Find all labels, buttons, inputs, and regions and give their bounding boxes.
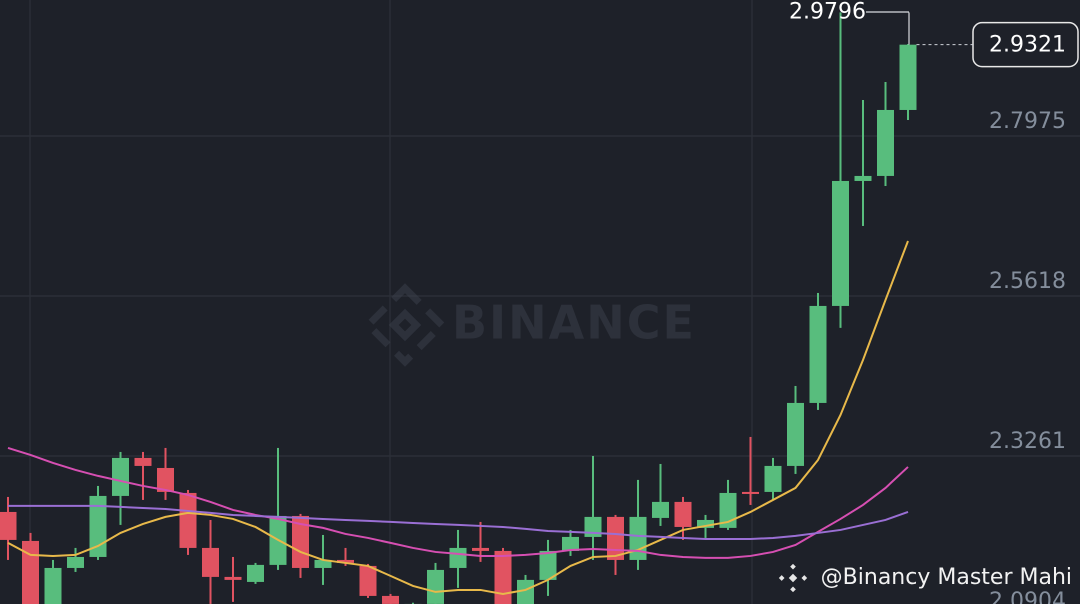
moving-average-line: [8, 504, 909, 540]
candle-body: [742, 491, 759, 494]
candle-body: [787, 402, 804, 466]
candle-body: [179, 492, 197, 548]
candle-body: [494, 550, 512, 604]
candle-body: [697, 519, 714, 528]
candle-body: [652, 501, 669, 518]
y-tick-label: 2.0904: [989, 589, 1066, 604]
last-price-label: 2.9321: [989, 33, 1066, 58]
moving-average-line: [7, 446, 909, 559]
candle-body: [22, 540, 39, 604]
candle-body: [427, 569, 444, 604]
candle-body: [224, 576, 242, 580]
candle-body: [314, 559, 332, 568]
watermark-text: BINANCE: [452, 296, 696, 350]
candle-body: [157, 467, 174, 492]
credit-text: @Binancy Master Mahi: [821, 565, 1072, 590]
watermark-logo: [363, 283, 447, 367]
candle-body: [562, 536, 579, 551]
y-tick-label: 2.3261: [989, 429, 1066, 454]
candle-body: [382, 595, 399, 604]
candle-body: [674, 501, 692, 527]
candle-body: [854, 175, 872, 181]
high-label: 2.9796: [789, 0, 866, 24]
y-tick-label: 2.7975: [989, 109, 1066, 134]
y-tick-label: 2.5618: [989, 269, 1066, 294]
candle-body: [359, 565, 377, 596]
candle-body: [832, 180, 849, 306]
moving-average-line: [7, 240, 909, 595]
candle-body: [44, 567, 62, 604]
candle-body: [449, 547, 467, 568]
candle-body: [877, 109, 894, 176]
candle-body: [292, 515, 309, 568]
candle-body: [472, 547, 489, 551]
candle-body: [134, 457, 152, 466]
candle-body: [629, 516, 647, 560]
candle-body: [899, 44, 917, 110]
candle-body: [247, 564, 264, 582]
candle-body: [337, 559, 354, 563]
overlay: 2.9796 2.9321 @Binancy Master Mahi: [778, 0, 1079, 593]
candle-body: [0, 511, 17, 540]
candle-body: [539, 550, 557, 580]
candle-body: [202, 547, 219, 577]
candle-body: [89, 495, 107, 557]
candle-body: [67, 556, 84, 568]
candle-body: [112, 457, 129, 496]
watermark: BINANCE: [363, 283, 696, 367]
candle-body: [517, 579, 534, 604]
grid: 2.0904 2.3261 2.5618 2.7975: [0, 109, 1080, 604]
candle-body: [809, 305, 827, 403]
plot: [0, 12, 917, 604]
candle-body: [764, 465, 782, 492]
